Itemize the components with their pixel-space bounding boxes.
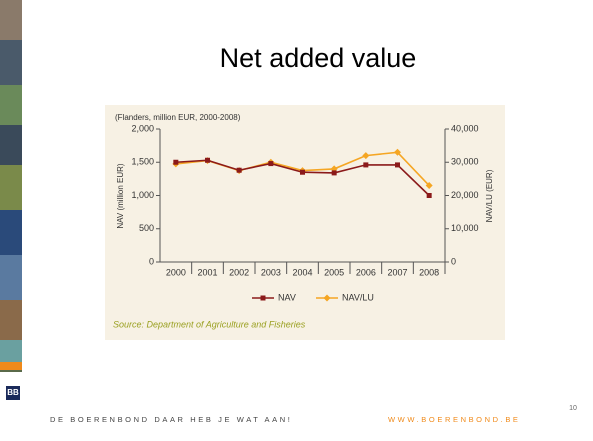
y2-tick-label: 40,000: [451, 123, 479, 133]
slide-title: Net added value: [220, 43, 417, 73]
y-tick-label: 0: [149, 256, 154, 266]
y2-tick-label: 10,000: [451, 223, 479, 233]
y2-axis-label: NAV/LU (EUR): [485, 169, 494, 222]
data-point: [300, 169, 305, 175]
data-point: [205, 157, 210, 163]
y-tick-label: 1,000: [131, 190, 154, 200]
y-axis-label: NAV (million EUR): [116, 163, 125, 229]
x-tick-label: 2003: [261, 267, 281, 277]
data-point: [394, 148, 401, 156]
x-tick-label: 2001: [197, 267, 217, 277]
chart-subtitle: (Flanders, million EUR, 2000-2008): [115, 113, 241, 122]
legend-marker: [260, 295, 266, 301]
data-point: [331, 170, 337, 176]
x-tick-label: 2005: [324, 267, 344, 277]
y2-tick-label: 20,000: [451, 190, 479, 200]
svg-text:BB: BB: [7, 388, 19, 397]
x-tick-label: 2007: [387, 267, 407, 277]
chart-source: Source: Department of Agriculture and Fi…: [113, 319, 306, 329]
y2-tick-label: 0: [451, 256, 456, 266]
data-point: [425, 182, 433, 190]
y-tick-label: 1,500: [131, 157, 154, 167]
x-tick-label: 2000: [166, 267, 186, 277]
data-point: [363, 162, 369, 168]
y-tick-label: 2,000: [131, 123, 154, 133]
x-tick-label: 2006: [356, 267, 376, 277]
footer-slogan: DE BOERENBOND DAAR HEB JE WAT AAN!: [50, 415, 292, 424]
data-point: [426, 193, 432, 198]
x-tick-label: 2004: [292, 267, 312, 277]
data-point: [173, 159, 179, 165]
footer-url: WWW.BOERENBOND.BE: [388, 415, 521, 424]
data-point: [236, 167, 242, 173]
legend-marker: [323, 294, 331, 302]
logo: BB: [6, 386, 20, 400]
legend-label: NAV: [278, 292, 296, 302]
data-point: [268, 161, 274, 167]
y-tick-label: 500: [139, 223, 154, 233]
x-tick-label: 2002: [229, 267, 249, 277]
photo-strip: [0, 0, 22, 372]
y2-tick-label: 30,000: [451, 157, 479, 167]
legend-label: NAV/LU: [342, 292, 374, 302]
data-point: [395, 162, 400, 168]
page-number: 10: [569, 405, 577, 412]
chart-background: [105, 105, 505, 340]
x-tick-label: 2008: [419, 267, 439, 277]
data-point: [362, 152, 370, 160]
